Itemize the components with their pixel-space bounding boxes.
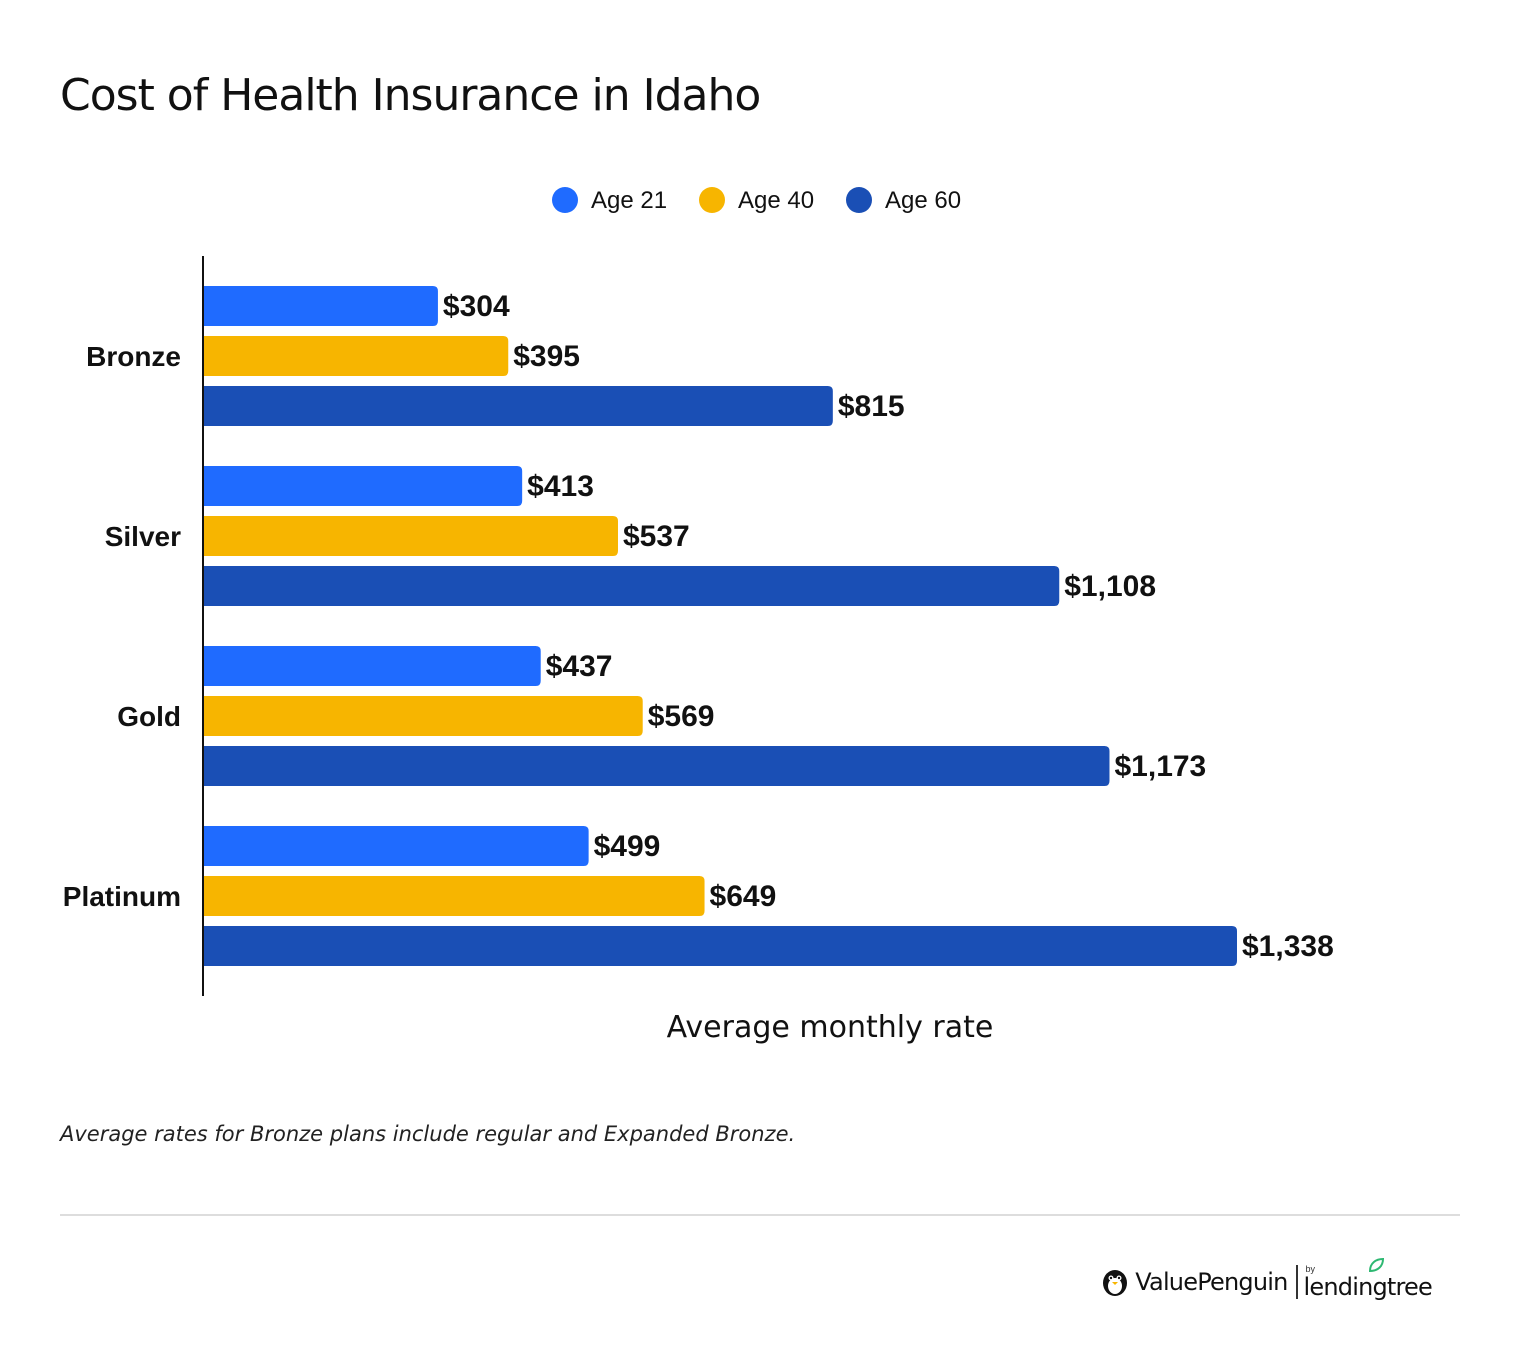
bar: [203, 286, 438, 326]
data-label: $649: [710, 880, 777, 913]
legend-item: Age 40: [699, 187, 814, 214]
brand-valuepenguin: ValuePenguin: [1135, 1268, 1288, 1296]
data-label: $1,338: [1242, 930, 1334, 963]
brand-separator: [1295, 1265, 1298, 1299]
bar: [203, 926, 1237, 966]
bar: [203, 876, 705, 916]
legend-label: Age 21: [591, 187, 667, 214]
legend-item: Age 60: [846, 187, 961, 214]
data-label: $413: [527, 470, 594, 503]
category-label: Platinum: [63, 881, 181, 912]
category-label: Silver: [105, 521, 181, 552]
bar: [203, 516, 618, 556]
legend-swatch: [552, 187, 578, 213]
bar: [203, 826, 589, 866]
data-label: $569: [648, 700, 715, 733]
leaf-icon: [1368, 1258, 1384, 1272]
bar-chart: Age 21 Age 40 Age 60 $304$395 $815 Bronze $413…: [63, 187, 1334, 1045]
data-label: $537: [623, 520, 690, 553]
data-label: $395: [513, 340, 580, 373]
bar: [203, 696, 643, 736]
bar: [203, 646, 541, 686]
category-label: Gold: [117, 701, 181, 732]
legend-swatch: [699, 187, 725, 213]
bar: [203, 386, 833, 426]
data-label: $437: [546, 650, 613, 683]
data-label: $1,108: [1064, 570, 1156, 603]
chart-title: Cost of Health Insurance in Idaho: [60, 70, 761, 121]
category-label: Bronze: [86, 341, 181, 372]
data-label: $499: [594, 830, 661, 863]
brand-partner: by lendingtree: [1303, 1258, 1433, 1301]
legend-label: Age 40: [738, 187, 814, 214]
bar: [203, 566, 1060, 606]
legend-swatch: [846, 187, 872, 213]
data-label: $304: [443, 290, 510, 323]
brand-lendingtree: lendingtree: [1303, 1273, 1433, 1301]
brand-by: by: [1305, 1264, 1316, 1274]
bar: [203, 746, 1110, 786]
data-label: $815: [838, 390, 905, 423]
legend-label: Age 60: [885, 187, 961, 214]
x-axis-title: Average monthly rate: [667, 1010, 994, 1045]
penguin-icon: [1103, 1270, 1128, 1296]
footer-divider: [60, 1214, 1460, 1216]
data-label: $1,173: [1114, 750, 1206, 783]
legend-item: Age 21: [552, 187, 667, 214]
brand-logo: ValuePenguin by lendingtree: [1101, 1258, 1433, 1302]
footnote: Average rates for Bronze plans include r…: [60, 1122, 796, 1146]
bar: [203, 336, 509, 376]
bar: [203, 466, 523, 506]
